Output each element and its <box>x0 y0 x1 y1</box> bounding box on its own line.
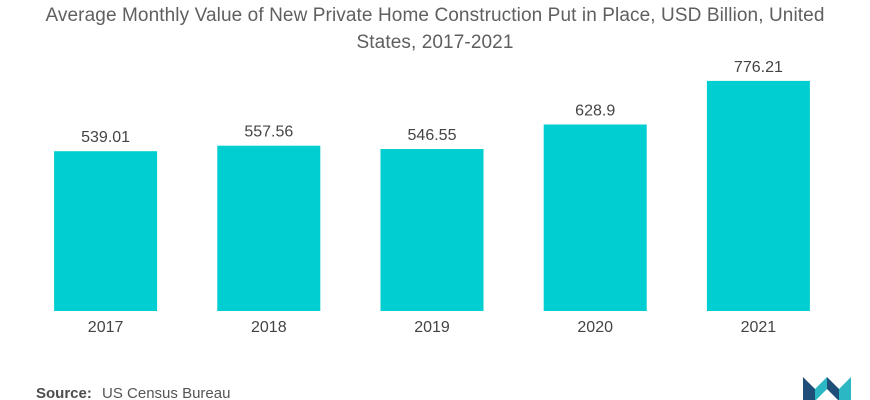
data-label-2019: 546.55 <box>408 127 457 144</box>
x-tick-label-2020: 2020 <box>577 319 613 336</box>
data-label-2021: 776.21 <box>734 59 783 76</box>
data-label-2018: 557.56 <box>244 124 293 141</box>
data-label-2020: 628.9 <box>575 103 615 120</box>
data-label-2017: 539.01 <box>81 129 130 146</box>
x-tick-label-2021: 2021 <box>741 319 777 336</box>
bar-2019 <box>380 149 484 311</box>
bar-2020 <box>543 124 647 311</box>
bar-2021 <box>706 80 810 312</box>
chart-title-line-1: Average Monthly Value of New Private Hom… <box>45 5 825 26</box>
bar-2018 <box>217 145 321 311</box>
x-tick-label-2017: 2017 <box>88 319 124 336</box>
x-tick-label-2019: 2019 <box>414 319 450 336</box>
mordor-intelligence-logo-icon <box>803 377 851 400</box>
source-label: Source: <box>36 385 92 400</box>
source-text: US Census Bureau <box>102 385 231 400</box>
chart-title: Average Monthly Value of New Private Hom… <box>0 2 870 56</box>
chart-title-line-2: States, 2017-2021 <box>356 32 514 53</box>
x-tick-label-2018: 2018 <box>251 319 287 336</box>
source-note: Source: US Census Bureau <box>36 385 230 400</box>
bar-2017 <box>54 151 158 311</box>
